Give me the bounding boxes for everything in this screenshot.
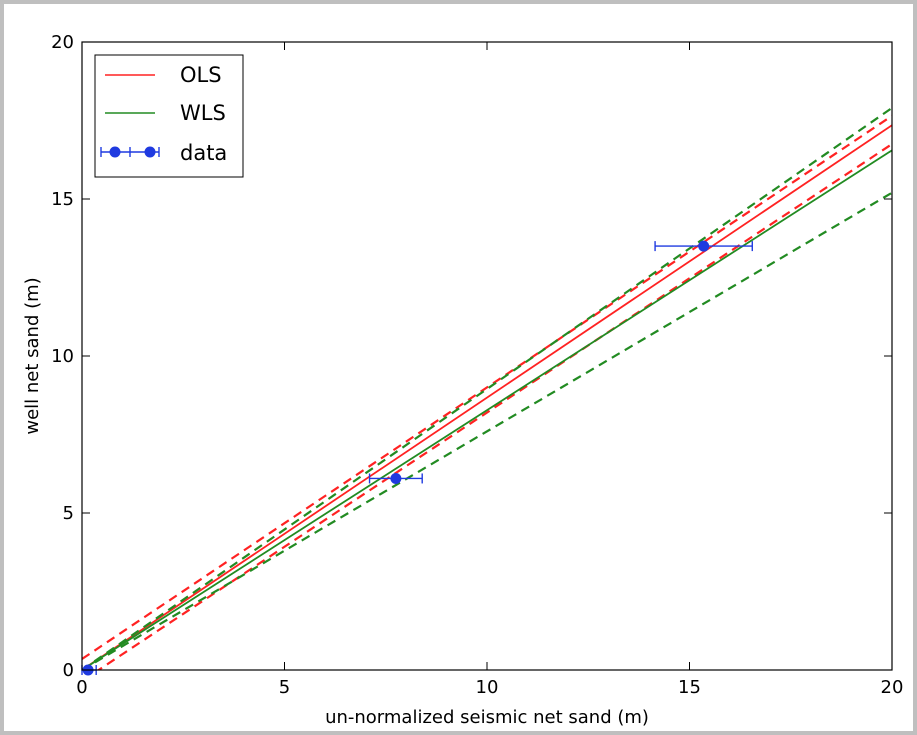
legend: OLS WLS data — [94, 54, 244, 178]
data-point-2 — [654, 240, 753, 252]
legend-data-label: data — [180, 141, 227, 165]
ols-confidence-line-1 — [82, 114, 892, 660]
ols-fit-line-0 — [82, 124, 892, 670]
y-tick-label-1: 5 — [63, 503, 74, 524]
y-tick-label-2: 10 — [51, 346, 74, 367]
x-tick-label-2: 10 — [476, 677, 499, 698]
x-tick-label-4: 20 — [881, 677, 904, 698]
data-point-1 — [368, 472, 423, 484]
x-tick-label-3: 15 — [678, 677, 701, 698]
ols-confidence-line-2 — [96, 143, 892, 670]
series-lines — [82, 107, 892, 670]
wls-confidence-line-5 — [82, 191, 892, 670]
x-axis-label: un-normalized seismic net sand (m) — [325, 707, 649, 728]
x-tick-label-0: 0 — [76, 677, 87, 698]
y-tick-label-4: 20 — [51, 32, 74, 53]
legend-ols-label: OLS — [180, 63, 222, 87]
legend-wls-label: WLS — [180, 101, 226, 125]
x-tick-label-1: 5 — [279, 677, 290, 698]
y-tick-label-0: 0 — [63, 660, 74, 681]
legend-data-marker — [100, 146, 160, 158]
y-axis-label: well net sand (m) — [22, 277, 43, 434]
y-tick-label-3: 15 — [51, 189, 74, 210]
axis-ticks: 0 5 10 15 20 0 5 10 15 20 — [51, 32, 903, 698]
wls-fit-line-3 — [82, 149, 892, 670]
